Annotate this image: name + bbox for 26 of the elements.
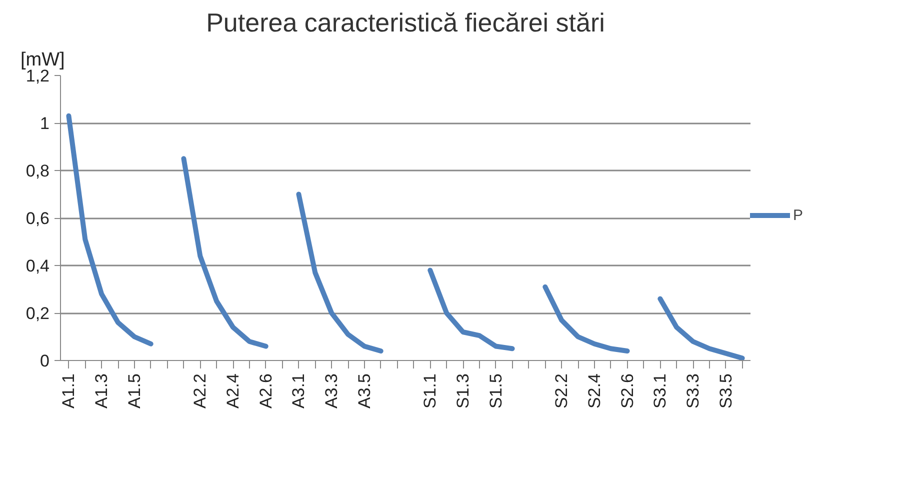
x-tick-label: S2.6 [618,373,637,408]
x-tick-label: A1.1 [59,373,78,408]
x-tick-label: S3.5 [716,373,736,408]
chart-title: Puterea caracteristică fiecărei stări [206,8,605,38]
x-tick-label: A2.6 [256,373,276,408]
x-tick-label: A3.5 [354,373,374,408]
x-tick-label: A1.3 [92,373,112,408]
y-tick-label: 0,6 [26,209,50,228]
x-tick-label: S1.3 [454,373,472,408]
x-tick-label: A2.4 [224,373,242,408]
x-tick-label: S3.3 [684,373,702,408]
x-tick-label: S2.4 [584,373,604,408]
x-tick-label: S3.1 [650,373,670,408]
x-tick-label: A2.2 [190,373,210,408]
y-tick-label: 0 [40,352,50,370]
x-tick-label: S1.1 [420,373,440,408]
x-tick-label: A3.1 [289,373,308,408]
y-tick-label: 0,8 [26,162,50,180]
y-tick-label: 1 [40,114,50,133]
legend-label: P [793,206,804,224]
y-tick-label: 0,2 [26,304,50,323]
x-tick-label: A3.3 [322,373,342,408]
x-tick-label: A1.5 [124,373,144,408]
y-tick-label: 0,4 [26,256,50,276]
x-tick-label: S1.5 [486,373,506,408]
x-tick-label: S2.2 [552,373,572,408]
